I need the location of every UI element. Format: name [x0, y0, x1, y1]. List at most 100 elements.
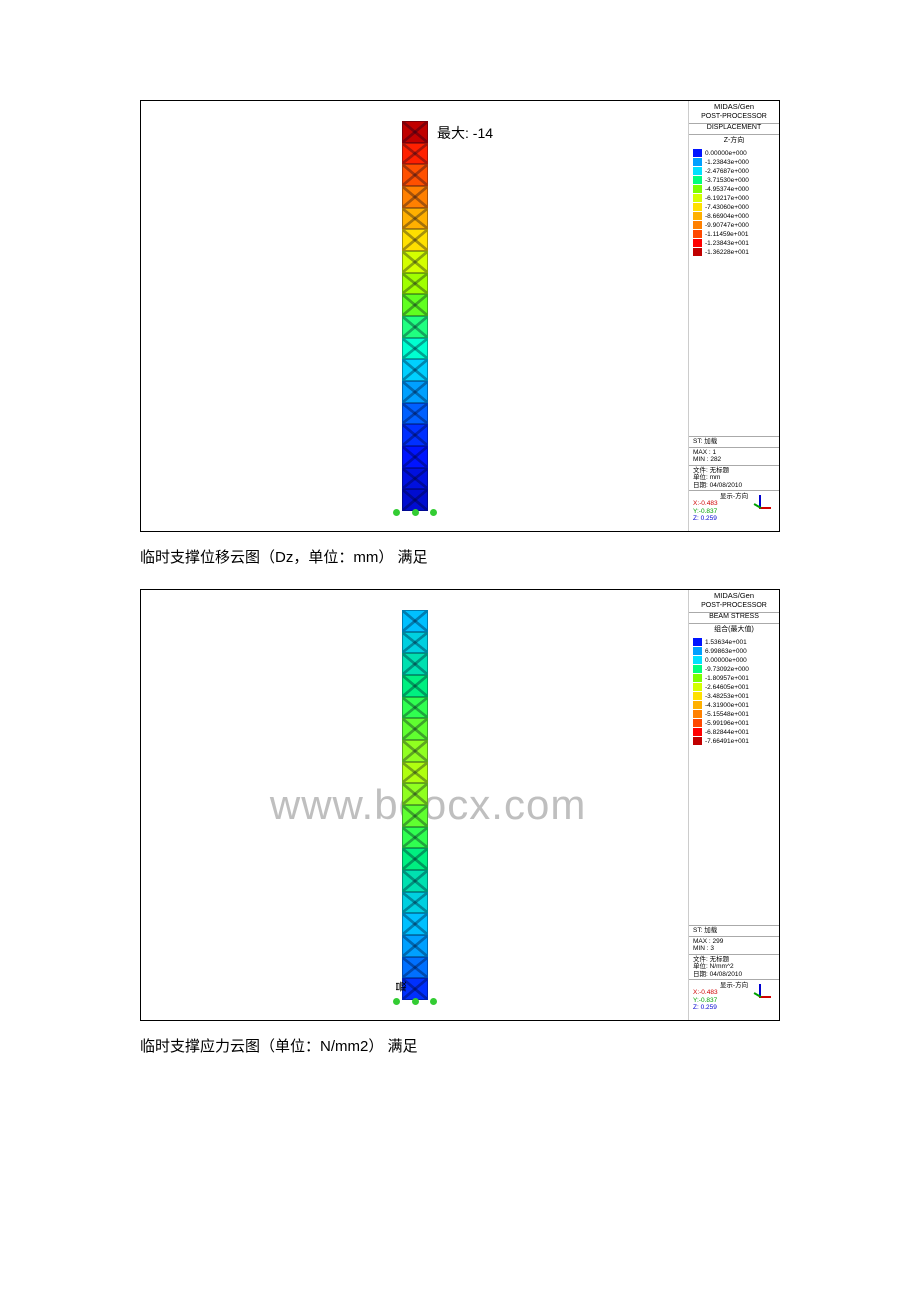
legend-row: -2.47687e+000 [693, 167, 775, 176]
legend-value: -9.73092e+000 [705, 666, 749, 673]
legend-row: -1.23843e+000 [693, 158, 775, 167]
legend-value: -5.15548e+001 [705, 711, 749, 718]
legend-swatch [693, 674, 702, 682]
legend-swatch [693, 149, 702, 157]
legend-swatch [693, 665, 702, 673]
tower-segment [402, 718, 428, 740]
legend-row: -9.73092e+000 [693, 665, 775, 674]
software-name: MIDAS/Gen [689, 101, 779, 113]
tower-segment [402, 913, 428, 935]
legend-row: -2.64605e+001 [693, 683, 775, 692]
legend-row: -3.71530e+000 [693, 176, 775, 185]
tower-segment [402, 143, 428, 165]
legend-swatch [693, 701, 702, 709]
axis-triad-icon [749, 984, 773, 1008]
legend-row: -7.43060e+000 [693, 203, 775, 212]
tower-segment [402, 892, 428, 914]
tower-segment [402, 489, 428, 511]
legend-row: 0.00000e+000 [693, 149, 775, 158]
legend-value: -2.64605e+001 [705, 684, 749, 691]
legend-swatch [693, 647, 702, 655]
tower-segment [402, 653, 428, 675]
plot-area-1: 最大: -14 [141, 101, 689, 531]
legend-row: -5.99196e+001 [693, 719, 775, 728]
legend-swatch [693, 719, 702, 727]
tower-segment [402, 403, 428, 425]
tower-segment [402, 208, 428, 230]
legend-value: -4.95374e+000 [705, 186, 749, 193]
result-type: DISPLACEMENT [689, 124, 779, 135]
legend-value: -1.23843e+000 [705, 159, 749, 166]
legend-swatch [693, 230, 702, 238]
tower-segment [402, 251, 428, 273]
legend-value: -2.47687e+000 [705, 168, 749, 175]
tower-segment [402, 229, 428, 251]
legend-value: -8.66904e+000 [705, 213, 749, 220]
legend-value: -4.31900e+001 [705, 702, 749, 709]
legend-row: 0.00000e+000 [693, 656, 775, 665]
legend-row: -1.80957e+001 [693, 674, 775, 683]
color-legend-1: 0.00000e+000-1.23843e+000 -2.47687e+000-3… [689, 147, 779, 259]
legend-value: 0.00000e+000 [705, 657, 747, 664]
color-legend-2: 1.53634e+0016.99863e+0000.00000e+000 -9.7… [689, 636, 779, 748]
legend-row: -1.23843e+001 [693, 239, 775, 248]
tower-segment [402, 935, 428, 957]
software-module: POST-PROCESSOR [689, 113, 779, 124]
displacement-contour-figure: 最大: -14 MIDAS/Gen POST-PROCESSOR DISPLAC… [140, 100, 780, 532]
legend-value: -5.99196e+001 [705, 720, 749, 727]
tower-segment [402, 610, 428, 632]
legend-swatch [693, 683, 702, 691]
tower-segment [402, 121, 428, 143]
legend-swatch [693, 194, 702, 202]
legend-swatch [693, 638, 702, 646]
tower-segment [402, 359, 428, 381]
legend-value: -7.66491e+001 [705, 738, 749, 745]
axis-triad-icon [749, 495, 773, 519]
legend-swatch [693, 710, 702, 718]
legend-swatch [693, 239, 702, 247]
tower-segment [402, 186, 428, 208]
tower-segment [402, 424, 428, 446]
plot-area-2: 最 [141, 590, 689, 1020]
legend-swatch [693, 692, 702, 700]
legend-value: -1.11459e+001 [705, 231, 748, 238]
tower-segment [402, 468, 428, 490]
tower-segment [402, 381, 428, 403]
max-value-label: 最大: -14 [437, 123, 493, 143]
tower-segment [402, 870, 428, 892]
view-orientation-2: 显示-方向 X:-0.483 Y:-0.837 Z: 0.259 [689, 979, 779, 1020]
legend-value: -6.19217e+000 [705, 195, 749, 202]
legend-row: -7.66491e+001 [693, 737, 775, 746]
legend-value: -1.80957e+001 [705, 675, 749, 682]
legend-swatch [693, 167, 702, 175]
legend-value: 1.53634e+001 [705, 639, 747, 646]
tower-segment [402, 446, 428, 468]
tower-segment [402, 805, 428, 827]
legend-swatch [693, 203, 702, 211]
view-orientation-1: 显示-方向 X:-0.483 Y:-0.837 Z: 0.259 [689, 490, 779, 531]
legend-row: -4.31900e+001 [693, 701, 775, 710]
legend-row: -6.19217e+000 [693, 194, 775, 203]
legend-swatch [693, 737, 702, 745]
tower-model-1 [402, 121, 428, 511]
legend-row: -3.48253e+001 [693, 692, 775, 701]
legend-row: 6.99863e+000 [693, 647, 775, 656]
tower-segment [402, 632, 428, 654]
legend-value: -1.23843e+001 [705, 240, 749, 247]
legend-row: -4.95374e+000 [693, 185, 775, 194]
legend-row: -1.36228e+001 [693, 248, 775, 257]
bottom-vertical-label: 最 [393, 981, 409, 992]
legend-value: -3.48253e+001 [705, 693, 749, 700]
tower-segment [402, 783, 428, 805]
tower-model-2 [402, 610, 428, 1000]
meta-block-2: ST: 加载 [689, 925, 779, 935]
legend-row: -1.11459e+001 [693, 230, 775, 239]
tower-segment [402, 273, 428, 295]
tower-segment [402, 848, 428, 870]
result-component: Z-方向 [689, 135, 779, 147]
tower-segment [402, 827, 428, 849]
result-component-2: 组合(最大值) [689, 624, 779, 636]
legend-swatch [693, 248, 702, 256]
result-type-2: BEAM STRESS [689, 613, 779, 624]
meta-block-1: ST: 加载 [689, 436, 779, 446]
